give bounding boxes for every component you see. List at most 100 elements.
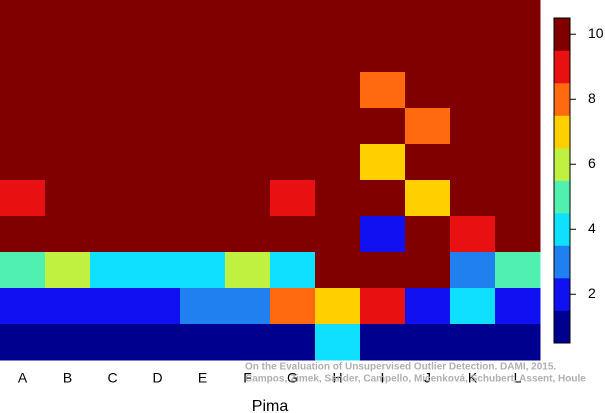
colorbar-segment xyxy=(554,148,570,181)
heatmap-cell xyxy=(360,144,406,181)
heatmap-cell xyxy=(405,108,451,145)
heatmap-cell xyxy=(315,252,361,289)
heatmap-cell xyxy=(270,72,316,109)
heatmap-cell xyxy=(45,180,91,217)
heatmap-cell xyxy=(180,0,226,37)
x-tick-label: E xyxy=(198,370,207,386)
heatmap-cell xyxy=(225,144,271,181)
heatmap-cell xyxy=(495,144,541,181)
heatmap-cell xyxy=(225,72,271,109)
colorbar-tick-label: 2 xyxy=(588,285,596,301)
heatmap-cell xyxy=(135,36,181,73)
heatmap-cell xyxy=(405,0,451,37)
colorbar-segment xyxy=(554,310,570,344)
x-tick-label: G xyxy=(287,370,298,386)
heatmap-cell xyxy=(405,216,451,253)
heatmap-cell xyxy=(45,108,91,145)
heatmap-cell xyxy=(0,288,46,325)
colorbar-tick-label: 8 xyxy=(588,90,596,106)
heatmap-cell xyxy=(360,72,406,109)
heatmap-cell xyxy=(450,0,496,37)
heatmap-cell xyxy=(450,288,496,325)
x-tick-label: K xyxy=(468,370,478,386)
annotation: On the Evaluation of Unsupervised Outlie… xyxy=(245,362,556,373)
heatmap-cell xyxy=(315,36,361,73)
heatmap-cell xyxy=(450,180,496,217)
heatmap-cell xyxy=(450,144,496,181)
colorbar-segment xyxy=(554,180,570,214)
heatmap-cell xyxy=(405,36,451,73)
heatmap-cell xyxy=(450,72,496,109)
heatmap-cell xyxy=(0,252,46,289)
x-tick-label: L xyxy=(514,370,522,386)
heatmap-cell xyxy=(270,36,316,73)
heatmap-cell xyxy=(180,288,226,325)
heatmap-cell xyxy=(315,216,361,253)
heatmap-cell xyxy=(135,324,181,361)
colorbar-segment xyxy=(554,18,570,51)
heatmap-cell xyxy=(360,216,406,253)
heatmap-cell xyxy=(405,144,451,181)
heatmap-cell xyxy=(315,324,361,361)
colorbar-segment xyxy=(554,245,570,279)
heatmap-cell xyxy=(360,252,406,289)
heatmap-cell xyxy=(270,144,316,181)
heatmap-cell xyxy=(495,0,541,37)
heatmap-cell xyxy=(315,72,361,109)
heatmap-cell xyxy=(180,108,226,145)
heatmap-cell xyxy=(180,180,226,217)
heatmap-cell xyxy=(450,252,496,289)
heatmap-cell xyxy=(270,180,316,217)
heatmap-cell xyxy=(0,144,46,181)
heatmap-cell xyxy=(135,144,181,181)
heatmap-cell xyxy=(495,180,541,217)
x-tick-label: B xyxy=(63,370,72,386)
heatmap-cell xyxy=(0,324,46,361)
heatmap-cell xyxy=(180,36,226,73)
heatmap-cell xyxy=(90,288,136,325)
heatmap-cell xyxy=(495,288,541,325)
heatmap-cell xyxy=(270,252,316,289)
heatmap-cell xyxy=(450,36,496,73)
heatmap-cell xyxy=(45,144,91,181)
colorbar-segment xyxy=(554,115,570,149)
heatmap-cell xyxy=(270,288,316,325)
heatmap-cell xyxy=(135,252,181,289)
x-tick-label: D xyxy=(152,370,162,386)
colorbar-segment xyxy=(554,278,570,311)
heatmap-cell xyxy=(45,36,91,73)
heatmap-cell xyxy=(90,72,136,109)
heatmap-cell xyxy=(495,36,541,73)
heatmap-cell xyxy=(90,180,136,217)
heatmap-cell xyxy=(450,216,496,253)
colorbar-tick-label: 10 xyxy=(588,25,604,41)
colorbar-frame xyxy=(553,17,571,344)
heatmap-cell xyxy=(90,0,136,37)
x-tick-label: A xyxy=(18,370,28,386)
heatmap-cell xyxy=(45,252,91,289)
heatmap-cell xyxy=(90,216,136,253)
heatmap-cell xyxy=(0,216,46,253)
heatmap-cell xyxy=(45,288,91,325)
heatmap-cell xyxy=(360,108,406,145)
heatmap-cell xyxy=(90,144,136,181)
heatmap-cell xyxy=(135,288,181,325)
heatmap-cell xyxy=(0,180,46,217)
heatmap-cell xyxy=(315,144,361,181)
heatmap-cell xyxy=(360,36,406,73)
heatmap-cell xyxy=(270,0,316,37)
x-tick-label: F xyxy=(243,370,252,386)
heatmap-cell xyxy=(360,0,406,37)
heatmap-cell xyxy=(495,324,541,361)
heatmap-cell xyxy=(225,180,271,217)
heatmap-cell xyxy=(270,108,316,145)
heatmap-cell xyxy=(135,180,181,217)
x-tick-label: J xyxy=(424,370,431,386)
heatmap-cell xyxy=(225,36,271,73)
annotation: Campos, Zimek, Sander, Campello, Micenko… xyxy=(245,374,586,385)
heatmap-cell xyxy=(495,216,541,253)
heatmap-cell xyxy=(45,324,91,361)
heatmap-cell xyxy=(180,72,226,109)
colorbar-segment xyxy=(554,83,570,116)
